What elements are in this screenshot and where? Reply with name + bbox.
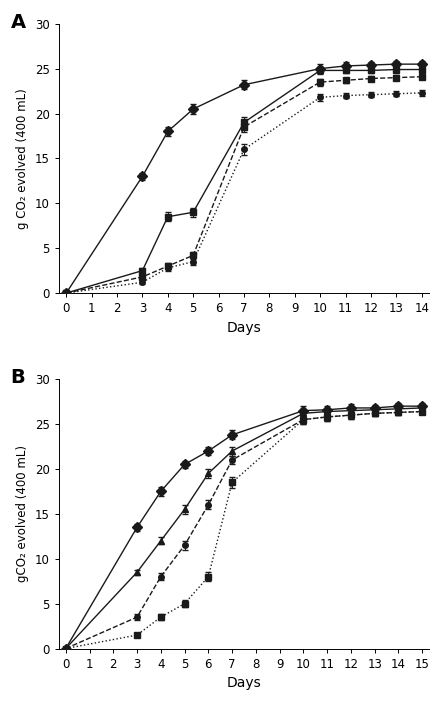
Y-axis label: gCO₂ evolved (400 mL): gCO₂ evolved (400 mL) [16, 446, 29, 582]
X-axis label: Days: Days [226, 320, 262, 334]
Text: A: A [11, 13, 26, 32]
Y-axis label: g CO₂ evolved (400 mL): g CO₂ evolved (400 mL) [16, 88, 29, 229]
Text: B: B [11, 368, 25, 387]
X-axis label: Days: Days [226, 676, 262, 690]
